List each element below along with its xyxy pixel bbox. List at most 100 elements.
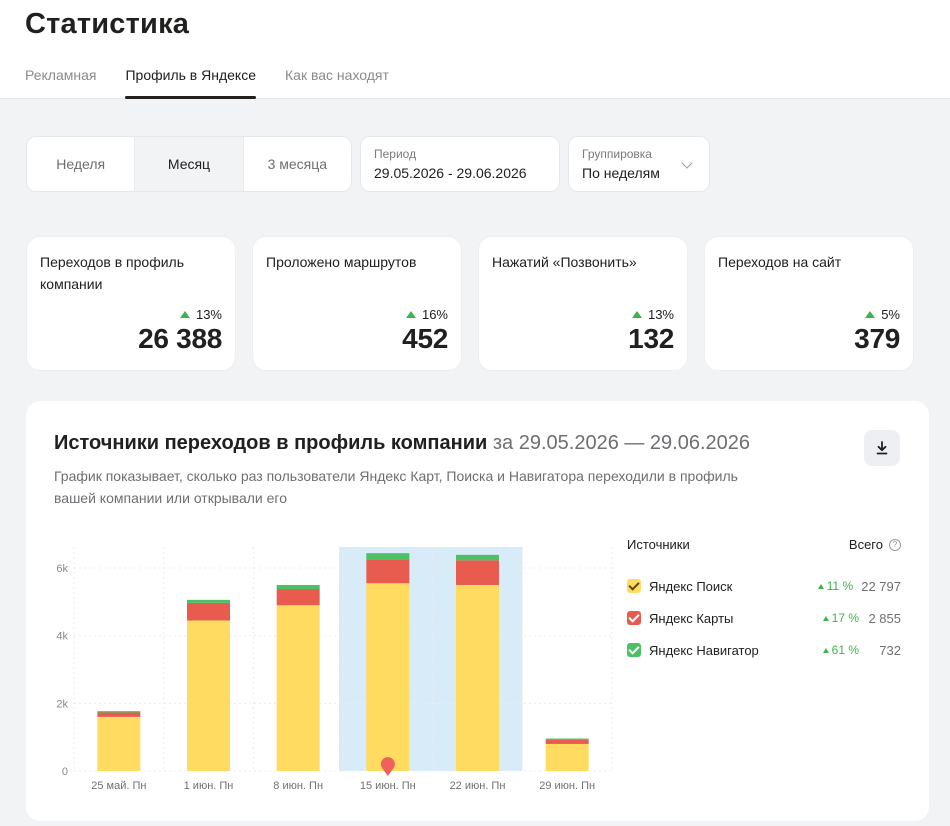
kpi-card-site-visits[interactable]: Переходов на сайт 5% 379	[704, 236, 914, 371]
y-tick-label: 4k	[56, 631, 68, 643]
kpi-delta-value: 16%	[421, 307, 448, 322]
period-value: 29.05.2026 - 29.06.2026	[374, 165, 527, 181]
bar-segment-navigator	[545, 738, 589, 740]
help-icon[interactable]: ?	[889, 538, 901, 551]
kpi-delta: 13%	[179, 307, 222, 322]
grouping-value: По неделям	[582, 165, 660, 181]
grouping-label: Группировка	[582, 147, 652, 161]
period-date-field[interactable]: Период 29.05.2026 - 29.06.2026	[360, 136, 560, 192]
period-segmented-control: Неделя Месяц 3 месяца	[26, 136, 352, 192]
checkbox-navigator[interactable]	[627, 643, 641, 657]
chart-subtitle: График показывает, сколько раз пользоват…	[54, 468, 738, 506]
y-tick-label: 2k	[56, 698, 68, 710]
up-arrow-icon	[179, 311, 190, 318]
x-tick-label: 15 июн. Пн	[360, 780, 416, 792]
legend-pct: 61 %	[822, 643, 859, 657]
legend-pct: 11 %	[817, 579, 854, 593]
kpi-delta: 5%	[865, 307, 900, 322]
chart-date-range: за 29.05.2026 — 29.06.2026	[492, 432, 751, 454]
x-tick-label: 29 июн. Пн	[539, 780, 595, 792]
up-arrow-icon	[817, 583, 824, 589]
legend-item-maps: Яндекс Карты 17 % 2 855	[627, 602, 901, 634]
kpi-value: 26 388	[138, 323, 222, 354]
checkbox-maps[interactable]	[627, 611, 641, 625]
legend-header: Источники Всего ?	[627, 537, 901, 552]
header: Статистика Рекламная Профиль в Яндексе К…	[0, 0, 950, 99]
checkbox-search[interactable]	[627, 579, 641, 593]
up-arrow-icon	[631, 311, 642, 318]
page-title: Статистика	[25, 8, 190, 40]
legend-pct-value: 61 %	[831, 643, 859, 657]
tab-how-found[interactable]: Как вас находят	[285, 67, 389, 83]
grouping-select[interactable]: Группировка По неделям	[568, 136, 710, 192]
kpi-value: 452	[402, 323, 448, 354]
legend-name: Яндекс Навигатор	[649, 642, 759, 658]
legend-total: 2 855	[868, 610, 901, 626]
kpi-value: 379	[854, 323, 900, 354]
x-tick-label: 1 июн. Пн	[184, 780, 234, 792]
download-button[interactable]	[864, 430, 900, 466]
bar-segment-search	[97, 716, 141, 771]
x-tick-label: 25 май. Пн	[91, 780, 146, 792]
legend-total: 22 797	[861, 578, 901, 594]
x-tick-label: 8 июн. Пн	[273, 780, 323, 792]
legend-total-label: Всего	[848, 537, 883, 552]
kpi-card-profile-visits[interactable]: Переходов в профиль компании 13% 26 388	[26, 236, 236, 371]
kpi-delta: 13%	[631, 307, 674, 322]
legend-title: Источники	[627, 537, 690, 552]
bar-segment-navigator	[187, 599, 230, 603]
bar-segment-maps	[187, 602, 230, 621]
legend-name: Яндекс Карты	[649, 610, 734, 626]
y-tick-label: 6k	[56, 563, 68, 575]
legend-item-search: Яндекс Поиск 11 % 22 797	[627, 570, 901, 602]
tabs: Рекламная Профиль в Яндексе Как вас нахо…	[25, 67, 418, 99]
period-week-button[interactable]: Неделя	[27, 137, 136, 191]
bar-segment-maps	[276, 589, 320, 606]
kpi-delta-value: 13%	[647, 307, 674, 322]
sources-chart-card: Источники переходов в профиль компании з…	[26, 401, 929, 821]
bar-segment-maps	[366, 559, 410, 584]
y-tick-label: 0	[62, 766, 68, 778]
kpi-title: Переходов на сайт	[718, 254, 842, 270]
legend-name: Яндекс Поиск	[649, 578, 733, 594]
bar-segment-navigator	[456, 554, 499, 561]
kpi-title: Нажатий «Позвонить»	[492, 254, 637, 270]
sources-legend: Источники Всего ? Яндекс Поиск 11 % 22 7…	[627, 537, 901, 666]
up-arrow-icon	[822, 647, 829, 653]
stacked-bar-chart: 0 2k 4k 6k 25 май. Пн 1 июн. Пн 8 июн. Пн 15 ию…	[56, 547, 613, 792]
kpi-delta: 16%	[405, 307, 448, 322]
tab-ads[interactable]: Рекламная	[25, 67, 97, 83]
bar-segment-navigator	[276, 584, 320, 590]
kpi-delta-value: 5%	[881, 307, 900, 322]
tab-yandex-profile[interactable]: Профиль в Яндексе	[125, 67, 256, 99]
bar-segment-navigator	[97, 711, 141, 713]
legend-pct-value: 17 %	[831, 611, 859, 625]
period-label: Период	[374, 147, 417, 161]
kpi-value: 132	[628, 323, 674, 354]
bar-segment-maps	[545, 739, 589, 744]
bar-segment-maps	[97, 712, 141, 717]
chart-title: Источники переходов в профиль компании з…	[54, 432, 750, 455]
period-3months-button[interactable]: 3 месяца	[267, 156, 328, 172]
legend-pct: 17 %	[822, 611, 859, 625]
bar-segment-search	[456, 584, 499, 771]
kpi-card-calls[interactable]: Нажатий «Позвонить» 13% 132	[478, 236, 688, 371]
up-arrow-icon	[865, 311, 876, 318]
x-tick-label: 22 июн. Пн	[450, 780, 506, 792]
up-arrow-icon	[405, 311, 416, 318]
legend-total-header: Всего ?	[849, 537, 901, 552]
up-arrow-icon	[822, 615, 829, 621]
kpi-delta-value: 13%	[195, 307, 222, 322]
period-month-button[interactable]: Месяц	[135, 137, 244, 191]
bar-segment-search	[276, 605, 320, 771]
kpi-title: Переходов в профиль компании	[40, 254, 184, 292]
bar-segment-search	[545, 743, 589, 771]
event-marker-icon	[380, 757, 395, 776]
kpi-title: Проложено маршрутов	[266, 254, 417, 270]
legend-item-navigator: Яндекс Навигатор 61 % 732	[627, 634, 901, 666]
kpi-card-routes[interactable]: Проложено маршрутов 16% 452	[252, 236, 462, 371]
legend-total: 732	[879, 642, 901, 658]
chart-title-text: Источники переходов в профиль компании	[54, 432, 488, 454]
bar-segment-maps	[456, 560, 499, 585]
legend-pct-value: 11 %	[826, 579, 854, 593]
